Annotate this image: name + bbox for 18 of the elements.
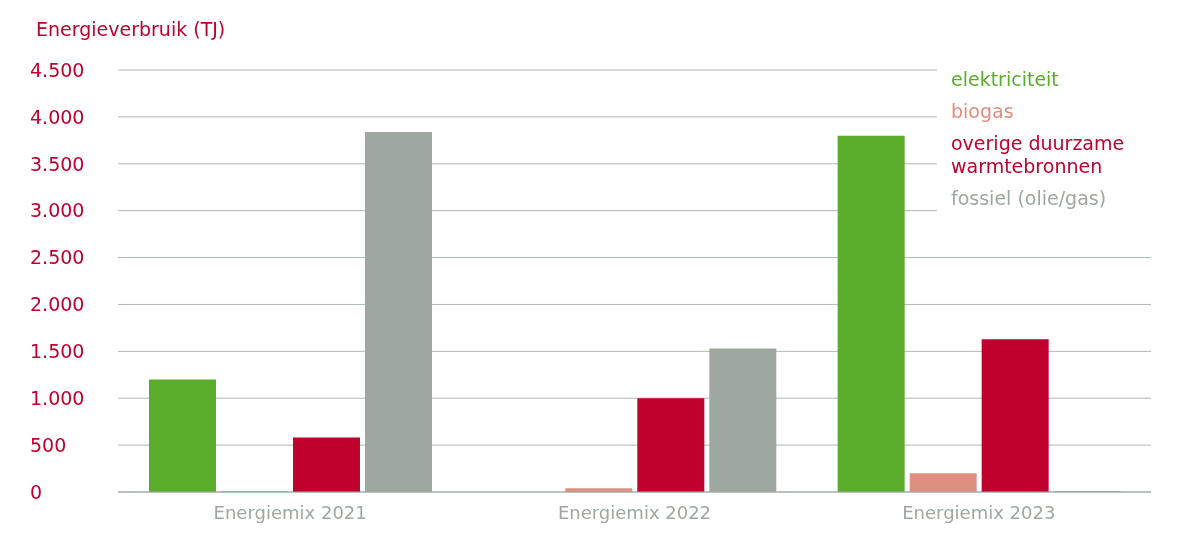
x-tick-label: Energiemix 2022 [557,501,712,523]
text: overige duurzame warmtebronnen [951,132,1126,178]
y-tick-label: 4.000 [30,105,85,128]
y-tick-label: 3.000 [30,199,85,222]
y-tick-label: 500 [30,433,67,456]
text: fossiel (olie/gas) [951,187,1108,210]
y-tick-label: 2.000 [30,293,85,316]
y-tick-label: 0 [30,480,43,503]
text: biogas [951,100,1015,123]
x-tick-label: Energiemix 2023 [902,501,1056,523]
y-tick-label: 4.500 [30,58,85,81]
y-tick-label: 3.500 [30,152,85,175]
x-tick-label: Energiemix 2021 [213,501,367,523]
y-tick-label: 1.000 [30,386,85,409]
y-tick-label: 2.500 [30,246,85,269]
text: elektriciteit [951,68,1060,91]
y-axis-title: Energieverbruik (TJ) [36,18,226,40]
y-tick-label: 1.500 [30,340,85,363]
